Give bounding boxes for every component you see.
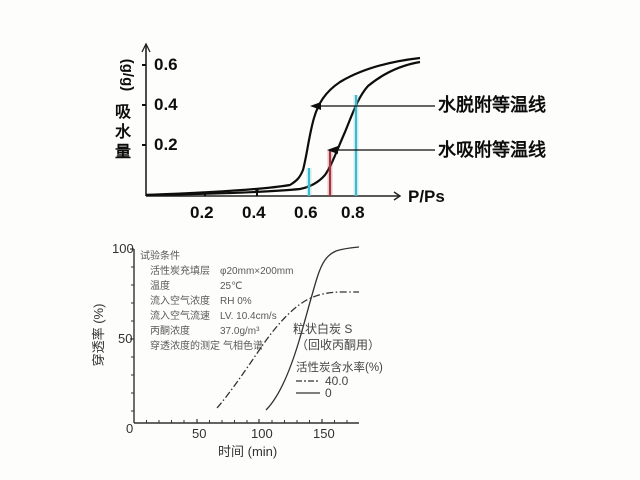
- svg-text:水脱附等温线: 水脱附等温线: [438, 94, 546, 115]
- svg-text:温度: 温度: [150, 279, 170, 292]
- svg-text:0.4: 0.4: [242, 203, 266, 222]
- svg-text:0.8: 0.8: [341, 203, 365, 222]
- svg-text:0.6: 0.6: [154, 55, 178, 74]
- svg-text:流入空气浓度: 流入空气浓度: [150, 294, 210, 307]
- svg-text:0.2: 0.2: [190, 203, 214, 222]
- svg-text:水吸附等温线: 水吸附等温线: [438, 139, 546, 160]
- svg-text:150: 150: [313, 426, 335, 441]
- svg-text:气相色谱: 气相色谱: [223, 339, 263, 352]
- svg-text:（回收丙酮用）: （回收丙酮用）: [296, 338, 380, 352]
- svg-text:水: 水: [115, 122, 132, 141]
- svg-text:活性炭含水率(%): 活性炭含水率(%): [296, 360, 383, 374]
- svg-text:0.6: 0.6: [294, 203, 318, 222]
- svg-text:0.4: 0.4: [154, 95, 178, 114]
- svg-text:丙酮浓度: 丙酮浓度: [150, 324, 190, 337]
- svg-text:穿透浓度的测定: 穿透浓度的测定: [150, 339, 220, 352]
- svg-text:100: 100: [112, 241, 134, 256]
- svg-text:0: 0: [325, 386, 332, 400]
- svg-text:0: 0: [126, 421, 133, 436]
- svg-text:50: 50: [118, 331, 132, 346]
- svg-text:穿透率 (%): 穿透率 (%): [91, 304, 106, 367]
- svg-text:0.2: 0.2: [154, 135, 178, 154]
- svg-text:试验条件: 试验条件: [140, 249, 180, 262]
- svg-text:时间 (min): 时间 (min): [218, 444, 277, 459]
- svg-text:量: 量: [115, 143, 131, 161]
- svg-text:φ20mm×200mm: φ20mm×200mm: [220, 266, 293, 277]
- svg-text:活性炭充填层: 活性炭充填层: [150, 264, 210, 277]
- svg-text:(g/g): (g/g): [119, 59, 136, 91]
- svg-text:吸: 吸: [115, 103, 132, 121]
- svg-text:粒状白炭 S: 粒状白炭 S: [293, 321, 352, 336]
- svg-text:100: 100: [251, 426, 273, 441]
- svg-text:50: 50: [192, 426, 206, 441]
- svg-text:37.0g/m³: 37.0g/m³: [220, 326, 260, 337]
- svg-text:RH 0%: RH 0%: [220, 296, 252, 307]
- svg-text:25℃: 25℃: [220, 281, 242, 292]
- svg-text:P/Ps: P/Ps: [408, 187, 445, 206]
- svg-text:LV. 10.4cm/s: LV. 10.4cm/s: [220, 311, 277, 322]
- svg-text:流入空气流速: 流入空气流速: [150, 309, 210, 322]
